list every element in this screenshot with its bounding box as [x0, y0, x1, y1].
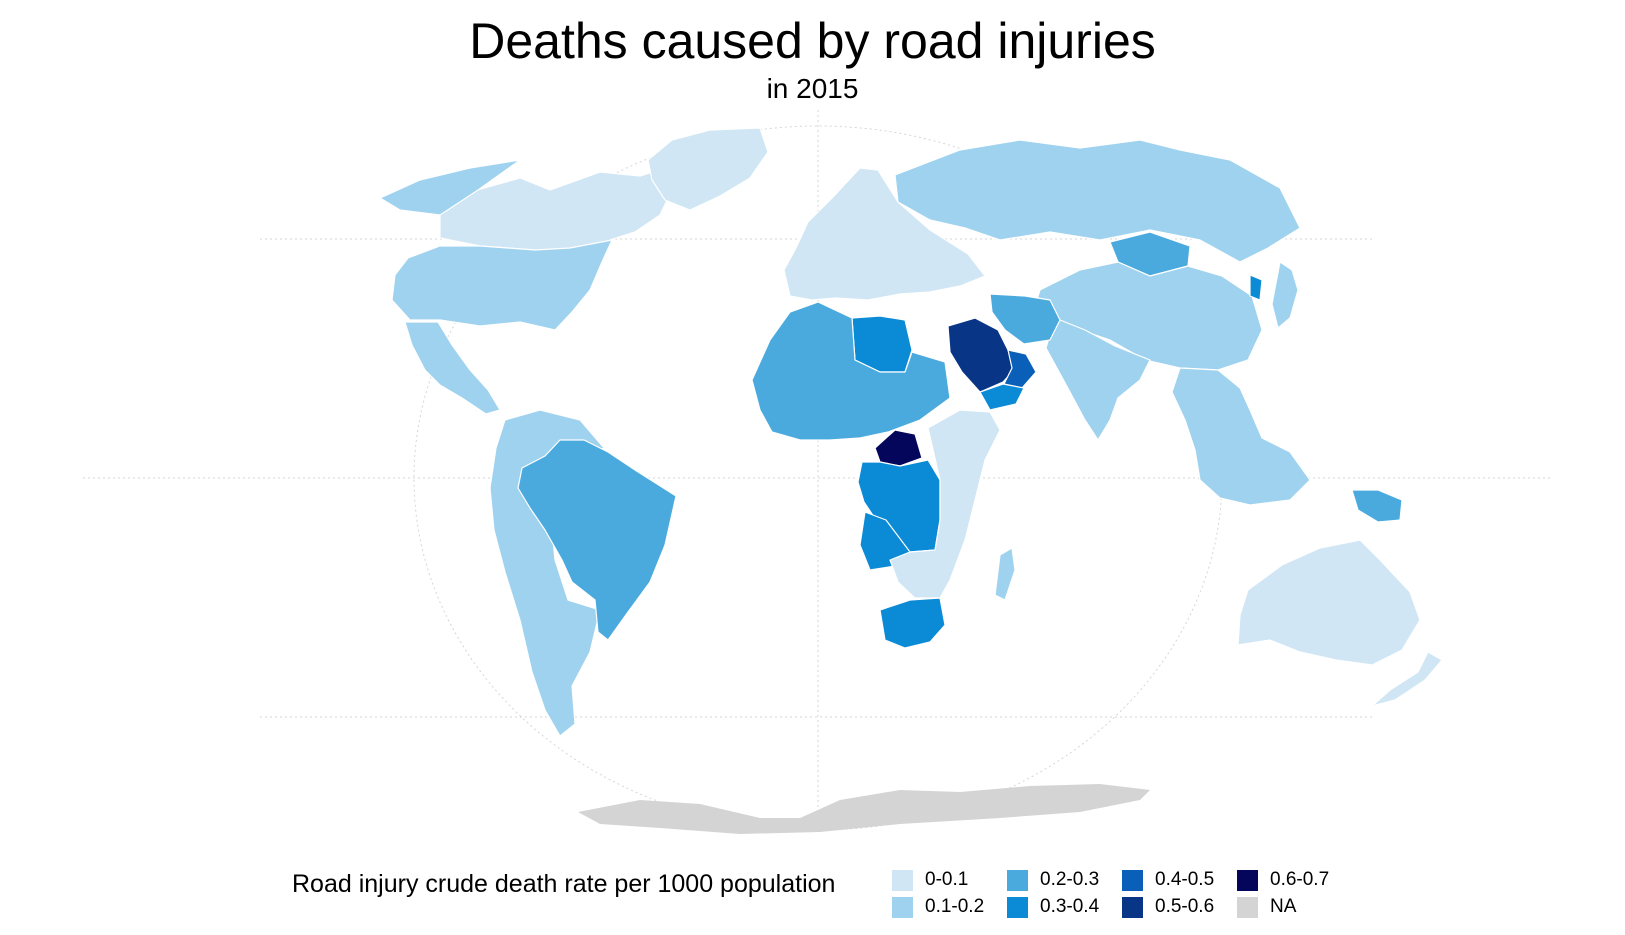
legend-label: 0.3-0.4	[1040, 896, 1100, 917]
legend-label: 0.1-0.2	[925, 896, 985, 917]
legend-label: 0.6-0.7	[1270, 869, 1330, 890]
legend-label: 0.4-0.5	[1155, 869, 1215, 890]
region-mexico-central-america	[404, 321, 501, 415]
region-east-africa	[889, 409, 1001, 599]
region-europe	[783, 167, 986, 301]
region-greenland	[647, 127, 769, 211]
region-papua-new-guinea	[1351, 489, 1403, 523]
region-australia	[1237, 539, 1421, 666]
legend-key-0-0.1: 0-0.1	[892, 868, 968, 892]
region-korea	[1249, 274, 1263, 301]
region-antarctica	[578, 784, 1150, 834]
legend-swatch	[1237, 896, 1258, 918]
region-madagascar	[994, 547, 1016, 601]
map-subtitle: in 2015	[766, 73, 859, 104]
legend-swatch	[892, 896, 913, 918]
region-iran	[989, 293, 1061, 345]
legend-swatch	[1237, 869, 1258, 891]
map-title: Deaths caused by road injuries	[469, 13, 1156, 69]
legend-title: Road injury crude death rate per 1000 po…	[292, 870, 836, 898]
region-north-west-africa	[751, 301, 951, 441]
legend-key-0.5-0.6: 0.5-0.6	[1122, 895, 1214, 919]
region-japan	[1271, 261, 1299, 329]
legend-swatch	[1007, 896, 1028, 918]
region-southeast-asia	[1171, 367, 1311, 506]
legend-key-0.6-0.7: 0.6-0.7	[1237, 868, 1329, 892]
legend-label: 0-0.1	[925, 869, 969, 890]
region-united-states	[391, 239, 613, 331]
legend-key-0.4-0.5: 0.4-0.5	[1122, 868, 1214, 892]
legend-keys: 0-0.1 0.1-0.2 0.2-0.3 0.3-0.4 0.4-0.5 0.…	[892, 868, 1352, 920]
legend-key-0.3-0.4: 0.3-0.4	[1007, 895, 1099, 919]
region-new-zealand	[1371, 651, 1443, 707]
legend-label: 0.2-0.3	[1040, 869, 1100, 890]
legend-label: 0.5-0.6	[1155, 896, 1215, 917]
legend-swatch	[1122, 896, 1143, 918]
countries	[379, 127, 1443, 834]
region-brazil	[517, 439, 677, 641]
legend-swatch	[1122, 869, 1143, 891]
legend-key-0.2-0.3: 0.2-0.3	[1007, 868, 1099, 892]
region-russia	[894, 139, 1301, 263]
region-central-african-republic	[874, 429, 923, 467]
region-india	[1045, 317, 1151, 441]
legend-key-na: NA	[1237, 895, 1296, 919]
region-yemen	[979, 383, 1025, 411]
legend-label: NA	[1270, 896, 1297, 917]
region-alaska	[379, 159, 521, 216]
legend-key-0.1-0.2: 0.1-0.2	[892, 895, 984, 919]
region-south-africa	[879, 597, 946, 649]
legend-swatch	[892, 869, 913, 891]
legend-swatch	[1007, 869, 1028, 891]
